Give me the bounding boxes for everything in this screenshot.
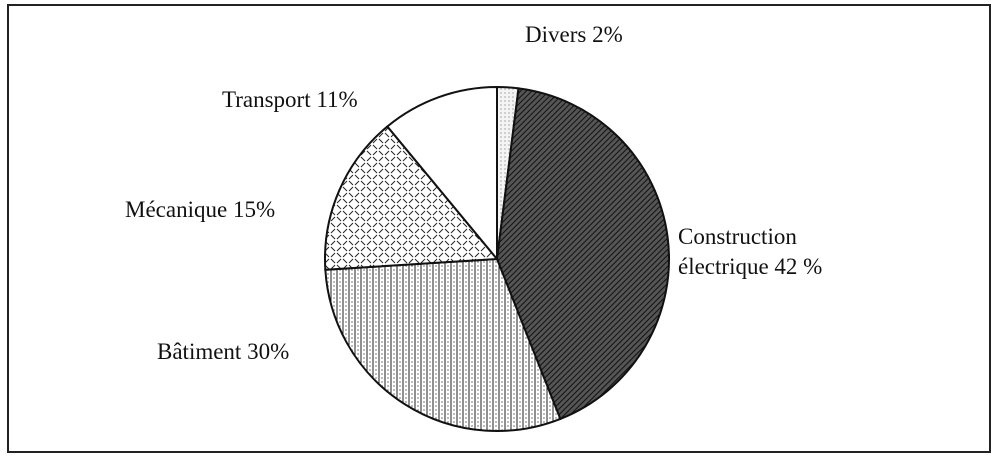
slice-name: Transport [222, 87, 311, 112]
slice-value: 2% [592, 22, 623, 47]
slice-label: Transport 11% [222, 85, 358, 115]
slice-name: Mécanique [125, 197, 228, 222]
slice-name: Bâtiment [157, 339, 242, 364]
slice-value: 30% [247, 339, 290, 364]
slice-label: Bâtiment 30% [157, 337, 289, 367]
slice-value: 15% [232, 197, 276, 222]
pie-slice [495, 87, 670, 421]
slice-label: Divers 2% [525, 20, 623, 50]
slice-label: Mécanique 15% [125, 195, 275, 225]
pie-slice [324, 257, 562, 432]
slice-value: 11% [316, 87, 358, 112]
slice-value: 42 % [774, 254, 823, 279]
slice-label: Construction électrique 42 % [678, 222, 853, 282]
frame [7, 4, 991, 453]
pie-slice [385, 85, 498, 262]
pie-slice [324, 125, 500, 271]
slice-name: Construction électrique [678, 224, 797, 279]
slice-name: Divers [525, 22, 587, 47]
